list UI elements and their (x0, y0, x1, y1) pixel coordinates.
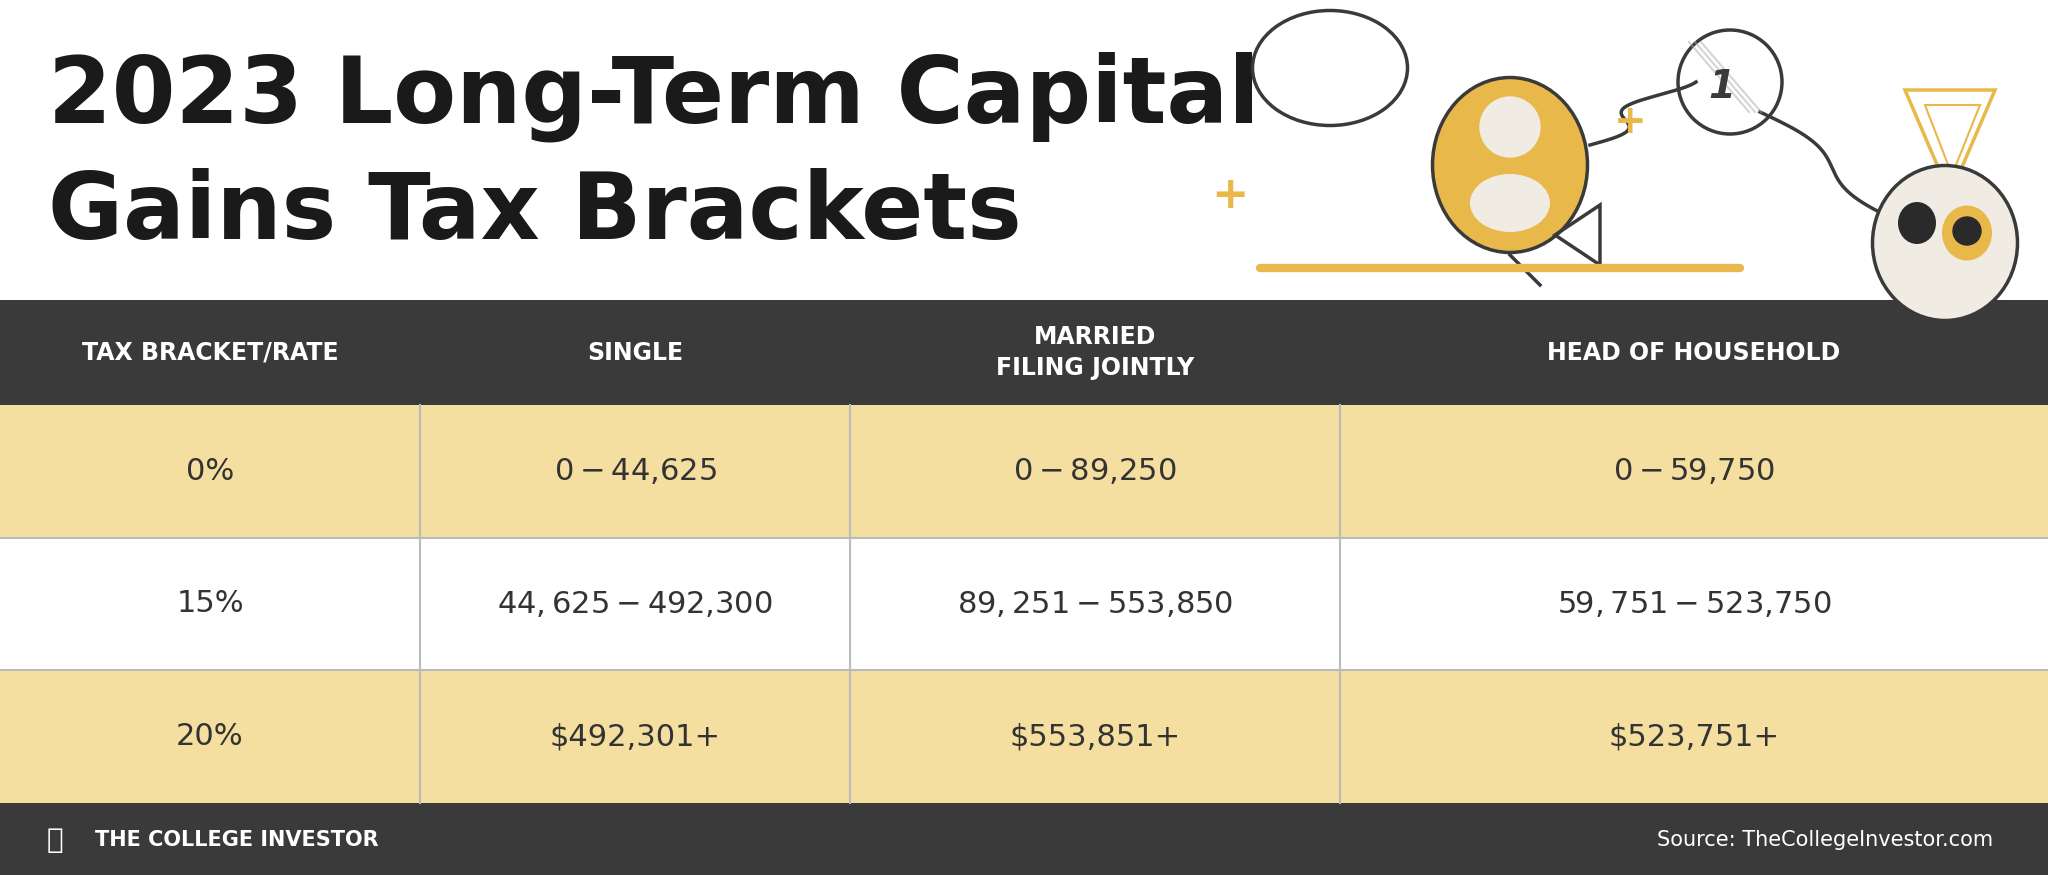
Text: $44,625 - $492,300: $44,625 - $492,300 (498, 589, 772, 619)
Text: +: + (1614, 103, 1647, 141)
Text: $523,751+: $523,751+ (1608, 722, 1780, 751)
Text: $553,851+: $553,851+ (1010, 722, 1180, 751)
Text: 20%: 20% (176, 722, 244, 751)
Text: 15%: 15% (176, 590, 244, 619)
Text: ⬧: ⬧ (47, 826, 63, 854)
Bar (0, 670, 2048, 803)
Text: 0%: 0% (186, 457, 233, 486)
Ellipse shape (1898, 202, 1935, 244)
Ellipse shape (1872, 165, 2017, 320)
Bar (0, 300, 2048, 405)
Circle shape (1954, 217, 1980, 245)
Text: 2023 Long-Term Capital: 2023 Long-Term Capital (47, 52, 1260, 143)
Circle shape (1481, 97, 1540, 157)
Text: SINGLE: SINGLE (588, 340, 684, 365)
Text: Gains Tax Brackets: Gains Tax Brackets (47, 168, 1022, 258)
Ellipse shape (1942, 206, 1993, 261)
Text: 1: 1 (1708, 68, 1735, 106)
Bar (0, 405, 2048, 537)
Text: HEAD OF HOUSEHOLD: HEAD OF HOUSEHOLD (1548, 340, 1841, 365)
Text: $59,751 - $523,750: $59,751 - $523,750 (1556, 589, 1831, 619)
Bar (0, 537, 2048, 670)
Text: $89,251 - $553,850: $89,251 - $553,850 (956, 589, 1233, 619)
Ellipse shape (1432, 78, 1587, 253)
Text: $0 - $89,250: $0 - $89,250 (1014, 457, 1178, 486)
Text: $0 - $59,750: $0 - $59,750 (1614, 457, 1776, 486)
Text: MARRIED
FILING JOINTLY: MARRIED FILING JOINTLY (995, 325, 1194, 381)
Text: THE COLLEGE INVESTOR: THE COLLEGE INVESTOR (94, 830, 379, 850)
Text: $492,301+: $492,301+ (549, 722, 721, 751)
Text: +: + (1210, 173, 1249, 216)
Text: $0 - $44,625: $0 - $44,625 (553, 457, 717, 486)
Text: TAX BRACKET/RATE: TAX BRACKET/RATE (82, 340, 338, 365)
Ellipse shape (1470, 174, 1550, 232)
Text: Source: TheCollegeInvestor.com: Source: TheCollegeInvestor.com (1657, 830, 1993, 850)
Bar (0, 803, 2048, 875)
